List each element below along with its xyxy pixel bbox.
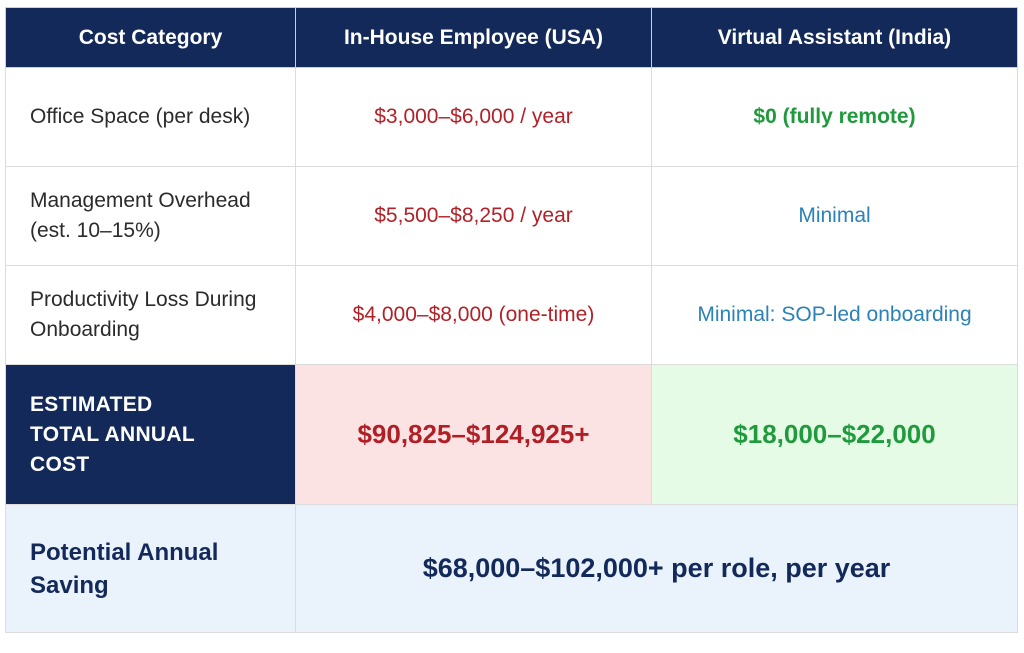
saving-value: $68,000–$102,000+ per role, per year [295, 504, 1018, 633]
table-row-total: ESTIMATED TOTAL ANNUAL COST $90,825–$124… [5, 364, 1018, 505]
table-header-row: Cost Category In-House Employee (USA) Vi… [5, 7, 1018, 68]
total-label-cell: ESTIMATED TOTAL ANNUAL COST [5, 364, 296, 505]
india-cost-cell: $0 (fully remote) [651, 67, 1018, 167]
usa-cost-cell: $3,000–$6,000 / year [295, 67, 652, 167]
header-virtual-assistant: Virtual Assistant (India) [651, 7, 1018, 68]
category-text: Management Overhead [30, 189, 251, 212]
saving-label-text: Saving [30, 571, 109, 599]
total-usa-cost: $90,825–$124,925+ [295, 364, 652, 505]
cost-comparison-table: Cost Category In-House Employee (USA) Vi… [5, 7, 1018, 633]
india-cost-cell: Minimal: SOP-led onboarding [651, 265, 1018, 365]
category-text: Productivity Loss During [30, 288, 257, 311]
total-label-text: TOTAL ANNUAL [30, 422, 195, 446]
usa-cost-cell: $5,500–$8,250 / year [295, 166, 652, 266]
category-text: (est. 10–15%) [30, 219, 161, 242]
header-in-house-employee: In-House Employee (USA) [295, 7, 652, 68]
table-row-productivity-loss: Productivity Loss During Onboarding $4,0… [5, 265, 1018, 365]
table-row-saving: Potential Annual Saving $68,000–$102,000… [5, 504, 1018, 633]
total-label-text: ESTIMATED [30, 392, 153, 416]
category-cell: Office Space (per desk) [5, 67, 296, 167]
usa-cost-cell: $4,000–$8,000 (one-time) [295, 265, 652, 365]
category-cell: Management Overhead (est. 10–15%) [5, 166, 296, 266]
category-text: Onboarding [30, 318, 140, 341]
saving-label-text: Potential Annual [30, 538, 219, 566]
category-cell: Productivity Loss During Onboarding [5, 265, 296, 365]
table-row-management-overhead: Management Overhead (est. 10–15%) $5,500… [5, 166, 1018, 266]
total-india-cost: $18,000–$22,000 [651, 364, 1018, 505]
total-label-text: COST [30, 452, 90, 476]
india-cost-cell: Minimal [651, 166, 1018, 266]
cost-comparison-container: Cost Category In-House Employee (USA) Vi… [5, 7, 1018, 633]
category-text: Office Space (per desk) [30, 105, 251, 128]
saving-label-cell: Potential Annual Saving [5, 504, 296, 633]
header-cost-category: Cost Category [5, 7, 296, 68]
table-row-office-space: Office Space (per desk) $3,000–$6,000 / … [5, 67, 1018, 167]
